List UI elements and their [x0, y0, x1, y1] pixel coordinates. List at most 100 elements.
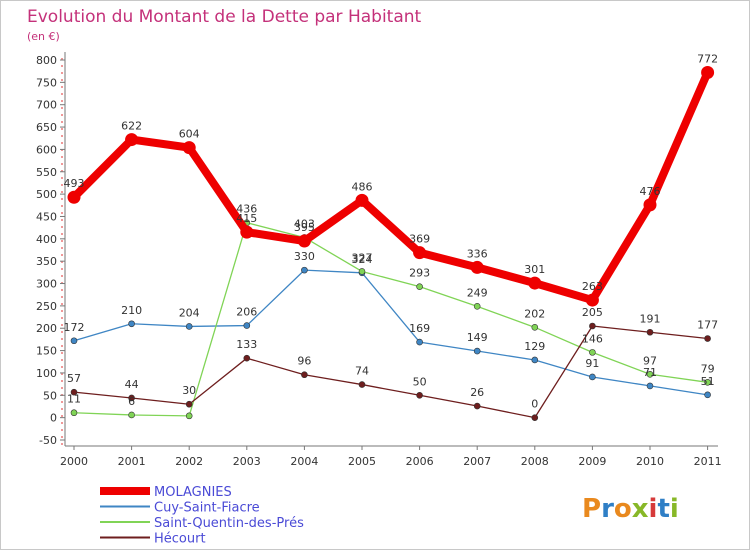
y-tick-label: 100 — [36, 367, 57, 380]
data-point — [646, 328, 654, 336]
x-tick-label: 2002 — [175, 455, 203, 468]
logo-letter: P — [582, 494, 601, 524]
y-tick-label: 200 — [36, 322, 57, 335]
data-label: 395 — [294, 221, 315, 234]
data-point — [70, 409, 78, 417]
data-label: 133 — [236, 338, 257, 351]
y-tick-label: 300 — [36, 278, 57, 291]
series-line — [73, 325, 708, 419]
data-label: 436 — [236, 203, 257, 216]
data-label: 50 — [413, 375, 427, 388]
data-point — [531, 324, 539, 331]
logo-letter: r — [601, 494, 614, 524]
data-label: 169 — [409, 322, 430, 335]
data-label: 204 — [179, 306, 200, 319]
data-label: 30 — [182, 384, 196, 397]
series-line — [73, 222, 708, 417]
data-point — [301, 266, 308, 274]
data-point — [643, 198, 657, 212]
series-lines — [67, 66, 715, 421]
data-label: 415 — [236, 212, 257, 225]
data-point — [243, 322, 251, 329]
data-label: 205 — [582, 306, 603, 319]
chart-subtitle: (en €) — [27, 30, 60, 43]
data-label: 0 — [531, 398, 538, 411]
logo-letter: i — [649, 494, 658, 524]
x-tick-label: 2011 — [694, 455, 722, 468]
data-label: 772 — [697, 53, 718, 66]
legend-label: Hécourt — [154, 532, 206, 547]
data-point — [646, 370, 654, 378]
data-point — [301, 371, 308, 379]
data-label: 91 — [585, 357, 599, 370]
data-point — [185, 412, 193, 420]
data-label: 172 — [64, 321, 85, 334]
logo-letter: x — [632, 494, 649, 524]
y-tick-label: 800 — [36, 54, 57, 67]
legend: MOLAGNIESCuy-Saint-FiacreSaint-Quentin-d… — [100, 485, 304, 547]
y-tick-label: 700 — [36, 99, 57, 112]
x-tick-label: 2009 — [578, 455, 606, 468]
data-point — [416, 391, 423, 399]
data-point — [589, 373, 596, 381]
data-point — [128, 394, 135, 402]
data-label: 11 — [67, 393, 81, 406]
series-line — [73, 269, 708, 396]
data-point — [585, 293, 599, 307]
y-tick-label: 0 — [50, 412, 57, 425]
data-label: 622 — [121, 120, 142, 133]
series-line — [71, 70, 712, 305]
data-point — [589, 322, 596, 330]
y-tick-label: 400 — [36, 233, 57, 246]
data-point — [185, 400, 193, 408]
logo-letter: i — [670, 494, 679, 524]
data-label: 330 — [294, 250, 315, 263]
axes: -500501001502002503003504004505005506006… — [36, 52, 722, 468]
y-tick-label: 600 — [36, 143, 57, 156]
data-label: 327 — [352, 251, 373, 264]
data-label: 177 — [697, 319, 718, 332]
legend-label: Saint-Quentin-des-Prés — [154, 516, 304, 531]
data-point — [473, 303, 481, 310]
y-tick-label: 550 — [36, 166, 57, 179]
data-label: 249 — [467, 286, 488, 299]
data-point — [240, 225, 254, 239]
data-label: 403 — [294, 217, 315, 230]
x-tick-label: 2008 — [521, 455, 549, 468]
data-point — [473, 402, 481, 410]
data-point — [470, 260, 484, 274]
data-label: 210 — [121, 304, 142, 317]
data-label: 44 — [125, 378, 139, 391]
x-tick-label: 2006 — [406, 455, 434, 468]
data-label: 146 — [582, 332, 603, 345]
data-label: 74 — [355, 365, 369, 378]
data-point — [358, 381, 366, 388]
y-tick-label: 50 — [43, 389, 57, 402]
data-label: 301 — [524, 263, 545, 276]
data-point — [416, 338, 423, 346]
data-point — [70, 388, 78, 396]
data-point — [128, 411, 135, 419]
data-label: 51 — [701, 375, 715, 388]
x-tick-label: 2005 — [348, 455, 376, 468]
logo-letter: t — [657, 494, 669, 524]
data-label: 71 — [643, 366, 657, 379]
data-point — [125, 133, 139, 147]
data-label: 293 — [409, 267, 430, 280]
data-point — [416, 283, 423, 290]
proxiti-logo: Proxiti — [582, 494, 679, 524]
data-point — [704, 391, 711, 399]
y-tick-label: 650 — [36, 121, 57, 134]
data-point — [531, 414, 539, 421]
y-tick-label: 450 — [36, 210, 57, 223]
x-tick-label: 2003 — [233, 455, 261, 468]
data-point — [185, 323, 193, 330]
data-point — [67, 190, 81, 204]
data-point — [243, 354, 251, 362]
data-label: 202 — [524, 307, 545, 320]
data-label: 97 — [643, 354, 657, 367]
data-point — [128, 320, 135, 328]
legend-label: Cuy-Saint-Fiacre — [154, 501, 260, 516]
data-label: 6 — [128, 395, 135, 408]
